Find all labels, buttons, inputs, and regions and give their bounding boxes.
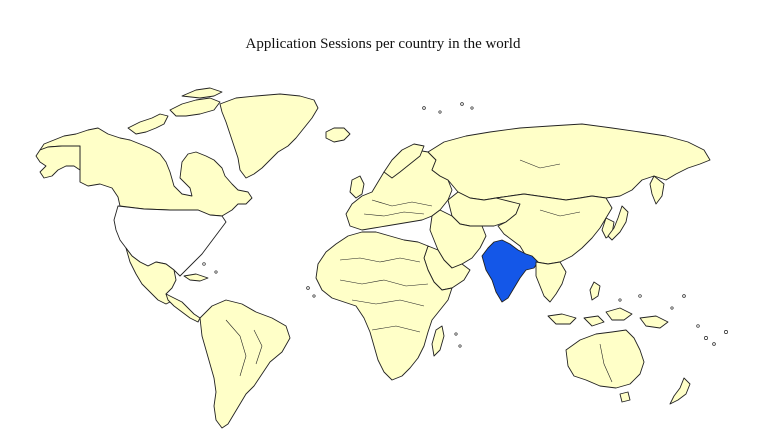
country-united-kingdom[interactable]: [349, 175, 365, 199]
country-middle-east[interactable]: [429, 209, 487, 269]
country-iceland[interactable]: [325, 127, 351, 143]
country-south-america[interactable]: [199, 299, 291, 429]
country-india[interactable]: [481, 239, 539, 303]
country-china[interactable]: [495, 193, 613, 265]
country-russia-kamchatka[interactable]: [649, 175, 665, 205]
country-alaska[interactable]: [35, 145, 81, 179]
country-canada[interactable]: [39, 127, 253, 217]
country-united-states[interactable]: [113, 205, 227, 277]
country-mexico[interactable]: [125, 247, 177, 305]
country-papua-new-guinea[interactable]: [639, 315, 669, 329]
country-southeast-asia[interactable]: [535, 261, 567, 303]
country-central-america[interactable]: [165, 293, 201, 323]
country-scandinavia[interactable]: [383, 143, 425, 179]
map-title: Application Sessions per country in the …: [245, 36, 521, 52]
country-africa[interactable]: [315, 231, 453, 381]
country-indonesia[interactable]: [547, 307, 633, 327]
country-japan[interactable]: [607, 205, 629, 241]
country-canada-arctic-islands[interactable]: [127, 87, 223, 135]
country-new-zealand[interactable]: [669, 377, 691, 405]
country-philippines[interactable]: [589, 281, 601, 301]
country-russia[interactable]: [427, 123, 711, 201]
country-borders: [79, 146, 613, 383]
country-australia[interactable]: [565, 329, 645, 389]
country-madagascar[interactable]: [431, 325, 445, 357]
country-tasmania[interactable]: [619, 391, 631, 403]
country-greenland[interactable]: [219, 93, 319, 179]
country-cuba[interactable]: [183, 273, 209, 282]
small-islands: [202, 102, 728, 348]
